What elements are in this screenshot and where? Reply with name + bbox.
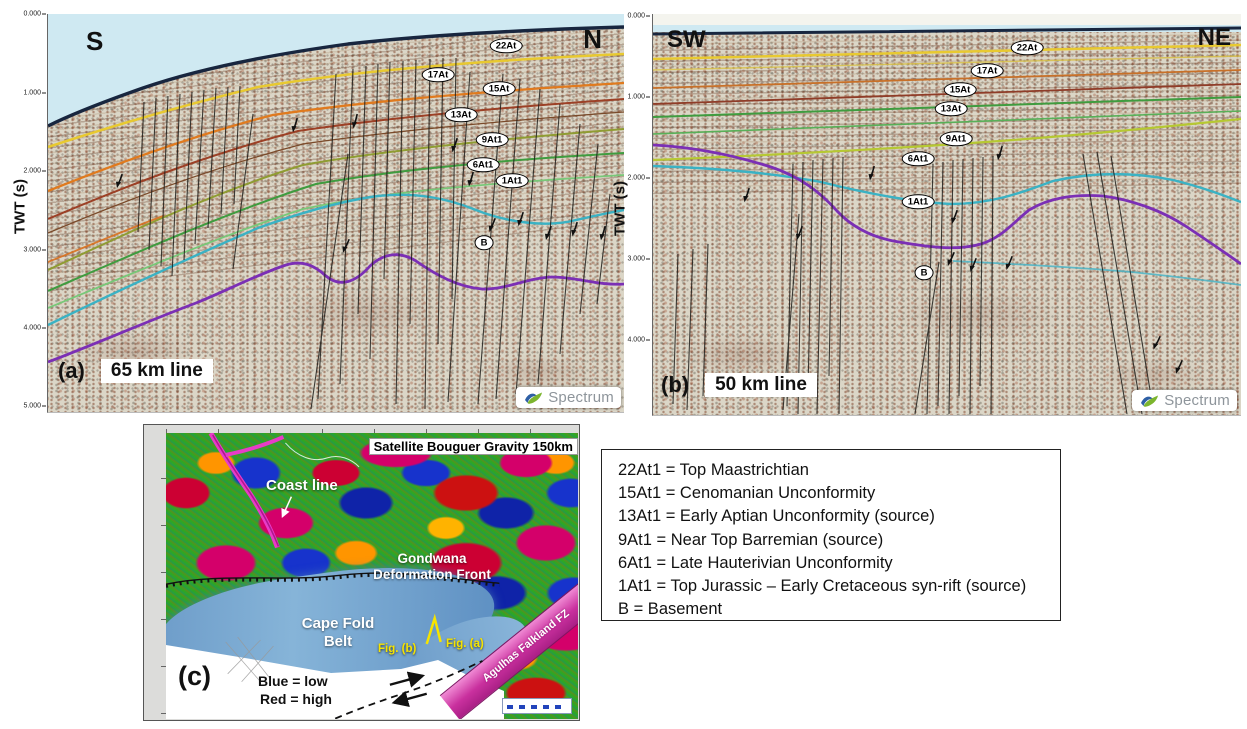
panel-b-axis-label: TWT (s) xyxy=(611,181,629,236)
orientation-label-north: N xyxy=(583,24,602,54)
map-caption-letter: (c) xyxy=(178,661,211,691)
fig-b-label: Fig. (b) xyxy=(378,643,417,655)
gravity-map-panel: Agulhas Falkland FZ xyxy=(143,424,580,721)
coast-line-ridge-fork xyxy=(225,435,285,457)
spectrum-logo: Spectrum xyxy=(1132,390,1237,411)
panel-b-axis-ticks: 0.000 1.000 2.000 3.000 4.000 xyxy=(627,0,650,420)
legend-item: B = Basement xyxy=(618,600,723,619)
horizon-legend-list: 22At1 = Top Maastrichtian 15At1 = Cenoman… xyxy=(618,459,1052,621)
blue-low-note: Blue = low xyxy=(258,673,328,689)
axis-tick: 1.000 xyxy=(23,90,46,97)
spectrum-logo: Spectrum xyxy=(516,387,621,408)
panel-b-caption: (b) 50 km line xyxy=(661,372,817,398)
legend-item: 9At1 = Near Top Barremian (source) xyxy=(618,530,884,549)
axis-tick: 4.000 xyxy=(627,337,650,344)
spectrum-logo-text: Spectrum xyxy=(1164,392,1230,409)
legend-item: 6At1 = Late Hauterivian Unconformity xyxy=(618,553,893,572)
deep-patches xyxy=(653,14,1241,415)
axis-tick: 4.000 xyxy=(23,325,46,332)
map-left-axis-margin xyxy=(144,425,166,720)
cape-fold-belt-label: Cape Fold Belt xyxy=(301,615,375,650)
panel-a-letter: (a) xyxy=(58,358,85,383)
panel-a-axis-ticks: 0.000 1.000 2.000 3.000 4.000 5.000 xyxy=(23,0,46,420)
gravity-map-area: Agulhas Falkland FZ xyxy=(166,433,578,719)
orientation-label-northeast: NE xyxy=(1197,24,1231,51)
map-scale-bar xyxy=(502,698,572,714)
panel-b-seismic-section: 22At 17At 15At 13At 9At1 6At1 1At1 B SW NE (b) … xyxy=(652,14,1241,416)
legend-item: 1At1 = Top Jurassic – Early Cretaceous s… xyxy=(618,577,1027,596)
coast-line-label: Coast line xyxy=(266,477,338,494)
spectrum-logo-text: Spectrum xyxy=(548,389,614,406)
map-top-axis-margin xyxy=(144,425,579,433)
axis-tick: 3.000 xyxy=(627,256,650,263)
panel-a-caption: (a) 65 km line xyxy=(58,358,213,384)
axis-tick: 1.000 xyxy=(627,94,650,101)
gondwana-label: Gondwana Deformation Front xyxy=(373,551,491,582)
axis-tick: 2.000 xyxy=(23,168,46,175)
legend-item: 15At1 = Cenomanian Unconformity xyxy=(618,484,876,503)
legend-item: 22At1 = Top Maastrichtian xyxy=(618,461,809,479)
orientation-label-southwest: SW xyxy=(667,26,706,53)
spectrum-swoosh-icon xyxy=(1141,395,1159,407)
panel-a-line-length: 65 km line xyxy=(100,359,213,383)
legend-item: 13At1 = Early Aptian Unconformity (sourc… xyxy=(618,507,935,526)
axis-tick: 0.000 xyxy=(23,11,46,18)
panel-a-seismic-section: 22At 17At 15At 13At 9At1 6At1 1At1 B S N (a) 65… xyxy=(47,14,624,413)
axis-tick: 2.000 xyxy=(627,175,650,182)
orientation-label-south: S xyxy=(86,26,104,56)
spectrum-swoosh-icon xyxy=(525,392,543,404)
axis-tick: 3.000 xyxy=(23,247,46,254)
river-line xyxy=(285,442,360,468)
coast-label-arrow xyxy=(281,496,293,518)
axis-tick: 0.000 xyxy=(627,13,650,20)
fig-a-label: Fig. (a) xyxy=(446,638,484,650)
red-high-note: Red = high xyxy=(260,691,332,707)
map-title: Satellite Bouguer Gravity 150km xyxy=(368,438,578,455)
axis-tick: 5.000 xyxy=(23,403,46,410)
deep-patches xyxy=(48,14,624,412)
panel-b-letter: (b) xyxy=(661,372,690,397)
panel-b-line-length: 50 km line xyxy=(705,373,817,397)
horizon-legend-box: 22At1 = Top Maastrichtian 15At1 = Cenoman… xyxy=(601,449,1061,621)
